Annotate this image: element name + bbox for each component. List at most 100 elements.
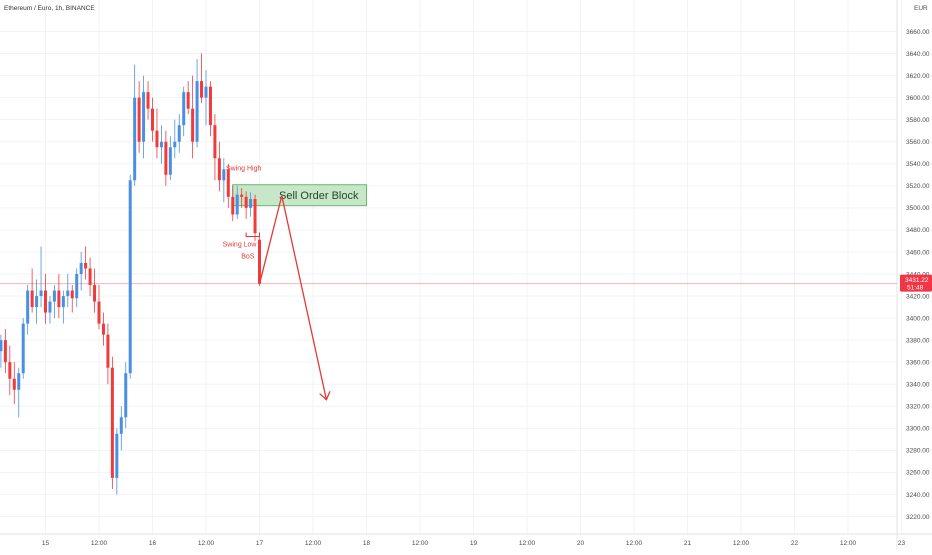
candle-body	[35, 296, 39, 308]
price-tick-label: 3580.00	[906, 117, 930, 124]
candle-body	[182, 92, 186, 126]
sell-order-block-label: Sell Order Block	[279, 190, 359, 202]
candle-body	[159, 141, 163, 148]
candle-body	[258, 239, 261, 284]
projection-path	[258, 195, 328, 400]
candle-body	[12, 378, 16, 390]
current-price-badge: 3431.22 51:48	[900, 274, 932, 292]
symbol-title: Ethereum / Euro, 1h, BINANCE	[4, 5, 95, 12]
candle-body	[222, 169, 226, 181]
candle-body	[110, 367, 114, 478]
price-badge-background	[900, 274, 932, 292]
candle-body	[208, 86, 212, 126]
candle-body	[61, 296, 65, 308]
candle-body	[17, 373, 21, 390]
time-tick-label: 12:00	[733, 540, 750, 547]
price-tick-label: 3620.00	[906, 73, 930, 80]
swing-high-label: Swing High	[226, 166, 262, 173]
candle-body	[66, 290, 70, 297]
price-tick-label: 3380.00	[906, 337, 930, 344]
swing-low-label: Swing Low	[223, 242, 258, 249]
price-tick-label: 3560.00	[906, 139, 930, 146]
candle-body	[39, 290, 43, 297]
candle-body	[70, 290, 74, 299]
candle-body	[30, 290, 34, 308]
price-tick-label: 3220.00	[906, 514, 930, 521]
candle-body	[142, 92, 146, 142]
candles	[0, 53, 261, 495]
candle-body	[253, 199, 257, 234]
price-tick-label: 3260.00	[906, 470, 930, 477]
time-tick-label: 18	[363, 540, 371, 547]
time-tick-label: 12:00	[412, 540, 429, 547]
time-tick-label: 12:00	[840, 540, 857, 547]
projection-arrowhead	[319, 391, 331, 401]
time-tick-label: 12:00	[198, 540, 215, 547]
candle-body	[119, 417, 123, 434]
candle-body	[52, 290, 56, 302]
candle-body	[217, 158, 221, 181]
price-badge-price: 3431.22	[905, 277, 929, 284]
candle-body	[231, 196, 235, 215]
price-tick-label: 3320.00	[906, 404, 930, 411]
candle-body	[249, 199, 253, 208]
currency-label: EUR	[914, 5, 928, 12]
candle-body	[235, 194, 239, 215]
time-tick-label: 12:00	[305, 540, 322, 547]
time-tick-label: 19	[470, 540, 478, 547]
candle-body	[48, 301, 52, 313]
candle-body	[200, 81, 204, 98]
candle-body	[173, 141, 177, 148]
candle-body	[186, 92, 190, 109]
candle-body	[106, 334, 110, 368]
candle-body	[88, 268, 92, 286]
candle-body	[195, 81, 199, 142]
candle-body	[213, 125, 217, 159]
candle-body	[191, 108, 195, 142]
price-tick-label: 3280.00	[906, 448, 930, 455]
time-tick-label: 22	[791, 540, 799, 547]
candle-body	[155, 130, 159, 148]
time-tick-label: 12:00	[519, 540, 536, 547]
annotations: Swing High Swing Low BoS	[223, 166, 331, 401]
candle-body	[164, 141, 168, 175]
price-tick-label: 3500.00	[906, 205, 930, 212]
candle-body	[3, 340, 7, 363]
price-tick-label: 3460.00	[906, 249, 930, 256]
candle-body	[177, 125, 181, 142]
candle-body	[79, 262, 83, 274]
price-tick-label: 3360.00	[906, 359, 930, 366]
candle-body	[244, 196, 248, 208]
time-tick-label: 21	[684, 540, 692, 547]
price-tick-label: 3300.00	[906, 426, 930, 433]
candle-body	[97, 301, 101, 324]
price-tick-label: 3340.00	[906, 382, 930, 389]
candle-body	[84, 262, 88, 269]
candle-body	[128, 180, 132, 374]
candle-body	[115, 433, 119, 478]
price-tick-label: 3640.00	[906, 51, 930, 58]
time-tick-label: 15	[42, 540, 50, 547]
candle-body	[21, 323, 25, 374]
price-badge-countdown: 51:48	[907, 285, 924, 292]
candle-body	[133, 97, 137, 181]
candle-body	[101, 323, 105, 335]
time-tick-label: 23	[898, 540, 906, 547]
candle-body	[168, 147, 172, 175]
price-tick-label: 3520.00	[906, 183, 930, 190]
price-tick-label: 3600.00	[906, 95, 930, 102]
candle-body	[26, 290, 30, 324]
time-tick-label: 16	[149, 540, 157, 547]
price-tick-label: 3540.00	[906, 161, 930, 168]
candle-body	[93, 285, 97, 302]
price-tick-label: 3480.00	[906, 227, 930, 234]
candle-body	[204, 86, 208, 98]
price-tick-label: 3420.00	[906, 293, 930, 300]
candle-body	[8, 362, 12, 379]
candle-body	[44, 290, 47, 313]
candle-body	[75, 274, 79, 299]
time-axis[interactable]: 15 12:00 16 12:00 17 12:00 18 12:00 19 12:00 20 12:…	[42, 540, 906, 547]
